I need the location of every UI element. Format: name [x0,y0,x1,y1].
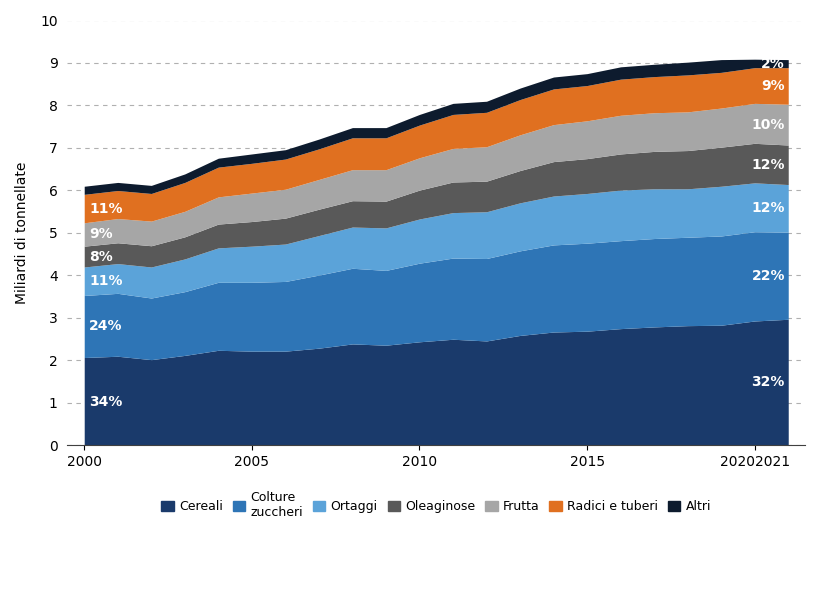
Text: 12%: 12% [750,158,784,172]
Text: 12%: 12% [750,202,784,215]
Text: 34%: 34% [89,394,123,409]
Text: 8%: 8% [89,250,113,263]
Y-axis label: Miliardi di tonnellate: Miliardi di tonnellate [15,162,29,304]
Text: 11%: 11% [89,202,123,216]
Text: 2%: 2% [760,57,784,71]
Text: 10%: 10% [750,117,784,132]
Text: 11%: 11% [89,274,123,288]
Text: 22%: 22% [750,269,784,283]
Text: 9%: 9% [89,228,113,241]
Legend: Cereali, Colture
zuccheri, Ortaggi, Oleaginose, Frutta, Radici e tuberi, Altri: Cereali, Colture zuccheri, Ortaggi, Olea… [156,486,715,524]
Text: 32%: 32% [750,375,784,390]
Text: 9%: 9% [760,79,784,93]
Text: 24%: 24% [89,320,123,333]
